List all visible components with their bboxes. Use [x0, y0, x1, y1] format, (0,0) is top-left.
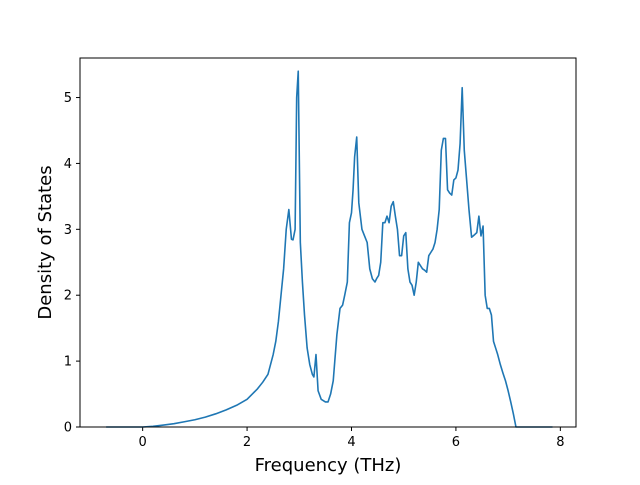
- x-tick-label: 4: [347, 435, 355, 450]
- x-axis-ticks: 0 2 4 6 8: [139, 427, 564, 450]
- x-axis-label: Frequency (THz): [255, 455, 402, 476]
- y-tick-label: 1: [64, 355, 72, 370]
- dos-series-line: [106, 70, 553, 428]
- y-axis-label: Density of States: [35, 165, 56, 319]
- plot-frame: [79, 57, 577, 428]
- y-axis-ticks: 0 1 2 3 4 5: [64, 91, 80, 436]
- y-tick-label: 5: [64, 91, 72, 106]
- x-tick-label: 0: [139, 435, 147, 450]
- x-tick-label: 8: [556, 435, 564, 450]
- plot-background: [80, 58, 576, 427]
- x-tick-label: 6: [452, 435, 460, 450]
- y-tick-label: 2: [64, 289, 72, 304]
- y-tick-label: 4: [64, 157, 72, 172]
- x-tick-label: 2: [243, 435, 251, 450]
- y-tick-label: 3: [64, 223, 72, 238]
- y-tick-label: 0: [64, 421, 72, 436]
